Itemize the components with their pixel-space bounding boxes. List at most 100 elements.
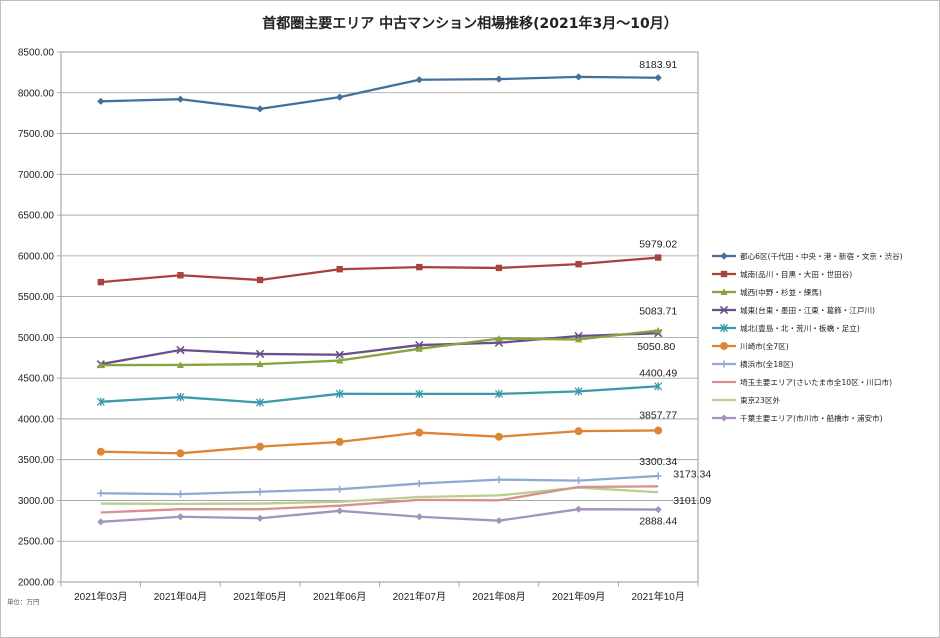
data-label: 3857.77 [639,410,677,422]
series-10 [97,505,662,526]
y-tick-label: 4500.00 [18,374,55,385]
legend-item-6: 川崎市(全7区) [712,341,789,351]
y-tick-label: 4000.00 [18,414,55,425]
data-label: 3173.34 [673,468,711,480]
legend-label: 埼玉主要エリア(さいたま市全10区・川口市) [740,377,892,387]
plot-area: 2000.00 2500.00 3000.00 3500.00 4000.00 4500.… [18,48,711,604]
data-point [177,272,184,279]
legend-label: 都心6区(千代田・中央・港・新宿・文京・渋谷) [740,251,903,261]
data-label: 4400.49 [639,367,677,379]
data-point [494,389,503,399]
series-6 [96,426,663,458]
legend-label: 城北(豊島・北・荒川・板橋・足立) [740,323,860,333]
unit-note: 単位：万円 [7,597,40,606]
data-point [176,95,185,103]
legend-item-1: 都心6区(千代田・中央・港・新宿・文京・渋谷) [712,251,903,261]
x-tick-label: 2021年06月 [313,590,366,603]
data-point [336,485,344,493]
legend-label: 川崎市(全7区) [740,341,789,351]
data-label: 3300.34 [639,456,677,468]
data-point [574,427,583,436]
data-point [97,278,105,286]
data-point [97,97,105,105]
data-point [336,507,344,515]
x-tick-label: 2021年04月 [154,590,207,603]
series-line [100,485,659,514]
y-tick-label: 6500.00 [18,211,55,222]
data-point [654,426,663,435]
series-line [100,385,659,404]
legend-item-3: 城西(中野・杉並・練馬) [712,287,822,297]
data-point [176,392,185,402]
data-point [495,75,503,83]
series-5 [96,382,663,407]
legend-label: 東京23区外 [740,395,780,405]
data-point [494,432,503,441]
series-line [100,332,659,366]
y-tick-label: 8500.00 [18,48,55,59]
y-tick-label: 3000.00 [18,496,55,507]
data-point [336,93,344,101]
legend-label: 千葉主要エリア(市川市・船橋市・浦安市) [740,413,883,423]
y-tick-label: 2000.00 [18,578,55,589]
data-label: 8183.91 [639,59,677,71]
data-point [256,488,264,496]
data-point [654,505,662,514]
data-point [256,398,265,407]
series-8 [100,485,659,514]
data-point [176,513,185,521]
legend-label: 城東(台東・墨田・江東・葛飾・江戸川) [740,305,875,315]
data-point [97,361,105,369]
series-3 [97,326,662,369]
data-point [255,349,265,359]
data-point [96,447,105,456]
series-4 [96,329,663,369]
y-tick-label: 7000.00 [18,170,55,181]
series-line [100,256,659,284]
data-point [495,475,503,484]
legend-label: 横浜市(全18区) [740,359,794,369]
data-point [574,477,583,485]
data-point [97,518,105,526]
data-point [654,382,663,391]
legend-item-7: 横浜市(全18区) [712,359,794,369]
data-point [574,73,583,81]
series-line [100,75,659,110]
data-point [256,514,264,522]
data-label: 3101.09 [673,495,711,507]
series-9 [100,486,659,506]
x-tick-label: 2021年05月 [233,590,286,603]
x-tick-label: 2021年08月 [472,590,525,603]
data-point [654,326,662,334]
data-point [495,335,503,342]
legend-item-5: 城北(豊島・北・荒川・板橋・足立) [712,323,860,333]
data-point [416,263,423,271]
legend-item-10: 千葉主要エリア(市川市・船橋市・浦安市) [712,413,883,423]
series-line [100,429,659,455]
legend-marker [720,270,728,278]
legend-marker [719,305,729,315]
data-label: 5050.80 [637,341,675,353]
data-point [415,345,423,352]
data-point [415,479,423,488]
legend-marker [719,323,729,333]
data-point [176,361,185,368]
data-point [256,360,264,368]
data-point [336,266,343,273]
data-point [176,449,185,458]
legend-item-2: 城南(品川・目黒・大田・世田谷) [712,269,852,279]
data-point [575,260,582,268]
y-tick-label: 2500.00 [18,537,55,548]
legend-item-8: 埼玉主要エリア(さいたま市全10区・川口市) [712,377,892,387]
data-point [415,428,424,437]
legend-label: 城西(中野・杉並・練馬) [740,287,822,297]
data-point [256,442,265,451]
data-point [495,517,503,525]
y-tick-label: 7500.00 [18,129,55,140]
data-point [654,74,662,82]
data-point [654,472,662,480]
data-point [574,387,583,396]
data-point [654,254,662,261]
data-label: 5979.02 [639,239,677,251]
